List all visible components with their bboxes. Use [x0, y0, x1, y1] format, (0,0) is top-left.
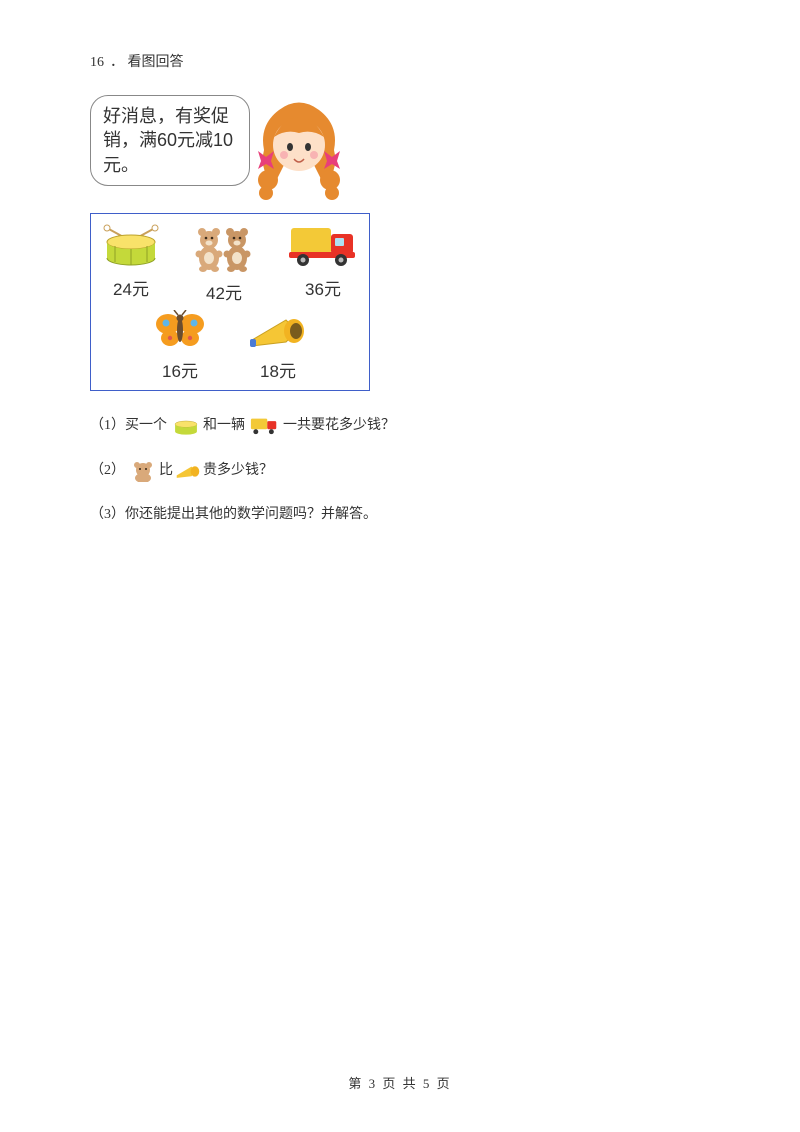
- horn-icon: [248, 310, 308, 355]
- item-drum: 24元: [101, 224, 161, 304]
- inline-horn-icon: [175, 462, 201, 480]
- inline-drum-icon: [171, 416, 201, 436]
- bear-price: 42元: [206, 279, 242, 304]
- sub-q3: （3）你还能提出其他的数学问题吗？并解答。: [90, 504, 710, 526]
- inline-bear-icon: [129, 460, 157, 482]
- butterfly-icon: [152, 310, 208, 355]
- question-title: 看图回答: [128, 55, 184, 70]
- page-footer: 第 3 页 共 5 页: [0, 1073, 800, 1092]
- q1-text-a: （1）买一个: [90, 415, 167, 437]
- inline-truck-icon: [247, 417, 281, 435]
- girl-icon: [254, 95, 344, 205]
- sub-q1: （1）买一个 和一辆 一共要花多少钱？: [90, 415, 710, 437]
- question-sep: ．: [110, 55, 124, 70]
- illustration-block: 好消息，有奖促销，满60元减10元。: [90, 95, 370, 391]
- item-bear: 42元: [191, 224, 257, 304]
- butterfly-price: 16元: [162, 357, 198, 382]
- promo-text: 好消息，有奖促销，满60元减10元。: [103, 106, 233, 175]
- horn-price: 18元: [260, 357, 296, 382]
- drum-icon: [101, 224, 161, 273]
- q2-text-a: （2）: [90, 460, 125, 482]
- question-header: 16 ． 看图回答: [90, 50, 710, 75]
- truck-icon: [287, 224, 359, 273]
- truck-price: 36元: [305, 275, 341, 300]
- q2-text-b: 比: [159, 460, 173, 482]
- q2-text-c: 贵多少钱？: [203, 460, 273, 482]
- item-butterfly: 16元: [152, 310, 208, 382]
- q1-text-b: 和一辆: [203, 415, 245, 437]
- q1-text-c: 一共要花多少钱？: [283, 415, 395, 437]
- sub-q2: （2） 比 贵多少钱？: [90, 460, 710, 482]
- footer-text: 第 3 页 共 5 页: [348, 1076, 451, 1091]
- shop-box: 24元: [90, 213, 370, 391]
- item-horn: 18元: [248, 310, 308, 382]
- q3-text: （3）你还能提出其他的数学问题吗？并解答。: [90, 504, 377, 526]
- bear-icon: [191, 224, 257, 277]
- item-truck: 36元: [287, 224, 359, 304]
- drum-price: 24元: [113, 275, 149, 300]
- question-number: 16: [90, 55, 104, 70]
- promo-bubble: 好消息，有奖促销，满60元减10元。: [90, 95, 250, 186]
